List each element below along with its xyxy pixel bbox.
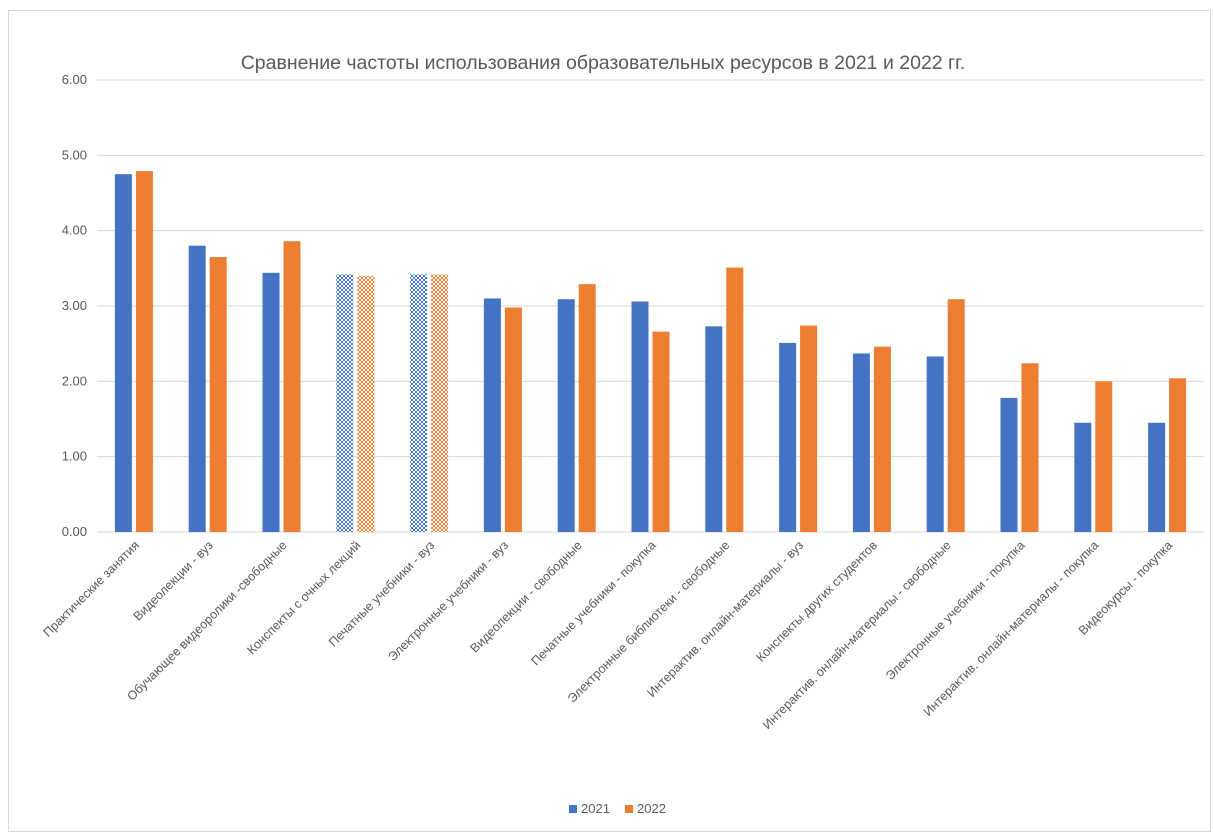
bar-2021	[262, 272, 280, 532]
gridlines	[97, 79, 1204, 533]
bar-2021	[483, 298, 501, 532]
bar-2021	[557, 299, 575, 532]
bar-2021	[779, 342, 797, 532]
bar-2021	[631, 301, 649, 532]
y-tick-label: 5.00	[62, 147, 87, 162]
bar-2021	[1148, 422, 1166, 532]
bar-2021	[1000, 397, 1018, 532]
y-tick-label: 4.00	[62, 223, 87, 238]
bar-2022	[283, 241, 301, 533]
y-axis-ticks: 0.00 1.00 2.00 3.00 4.00 5.00 6.00	[62, 72, 87, 539]
legend-label-2022: 2022	[637, 801, 666, 816]
x-category-label: Конспекты других студентов	[754, 538, 881, 665]
x-category-label: Интерактив. онлайн-материалы - покупка	[921, 538, 1102, 719]
bar-2022	[1169, 378, 1187, 532]
chart-frame: Сравнение частоты использования образова…	[8, 10, 1211, 832]
y-tick-label: 0.00	[62, 524, 87, 539]
bar-2022	[1021, 363, 1039, 532]
bars	[114, 171, 1187, 533]
x-category-label: Печатные учебники - покупка	[529, 538, 659, 668]
legend-label-2021: 2021	[581, 801, 610, 816]
bar-2022	[135, 171, 153, 533]
x-category-label: Практические занятия	[40, 538, 142, 640]
bar-2022	[357, 275, 375, 532]
bar-2022	[578, 284, 596, 532]
bar-chart: Сравнение частоты использования образова…	[40, 52, 1204, 816]
bar-2022	[726, 267, 744, 532]
bar-2022	[873, 346, 891, 532]
legend-swatch-2021	[569, 805, 577, 813]
y-tick-label: 2.00	[62, 373, 87, 388]
y-tick-label: 1.00	[62, 449, 87, 464]
y-tick-label: 6.00	[62, 72, 87, 87]
bar-2022	[1095, 381, 1113, 532]
bar-2021	[336, 274, 354, 532]
bar-2021	[852, 353, 870, 532]
bar-2022	[800, 325, 818, 532]
bar-2021	[705, 326, 723, 532]
bar-2022	[431, 274, 449, 532]
legend-swatch-2022	[625, 805, 633, 813]
x-category-label: Электронные учебники - покупка	[883, 538, 1028, 683]
bar-2022	[504, 307, 522, 532]
bar-2021	[188, 245, 206, 532]
x-category-label: Электронные библиотеки - свободные	[565, 538, 732, 705]
bar-2022	[209, 257, 227, 532]
x-category-label: Обучающее видеоролики -свободные	[124, 538, 289, 703]
bar-2021	[926, 356, 944, 532]
bar-2022	[652, 331, 670, 532]
bar-2021	[410, 274, 428, 532]
bar-2021	[114, 174, 132, 532]
bar-2021	[1074, 422, 1092, 532]
y-tick-label: 3.00	[62, 298, 87, 313]
x-category-label: Интерактив. онлайн-материалы - вуз	[644, 538, 806, 700]
bar-2022	[947, 299, 965, 532]
x-category-label: Электронные учебники - вуз	[385, 538, 511, 664]
x-category-label: Видеолекции - вуз	[131, 538, 216, 623]
legend: 2021 2022	[569, 801, 666, 816]
chart-title: Сравнение частоты использования образова…	[241, 52, 966, 74]
